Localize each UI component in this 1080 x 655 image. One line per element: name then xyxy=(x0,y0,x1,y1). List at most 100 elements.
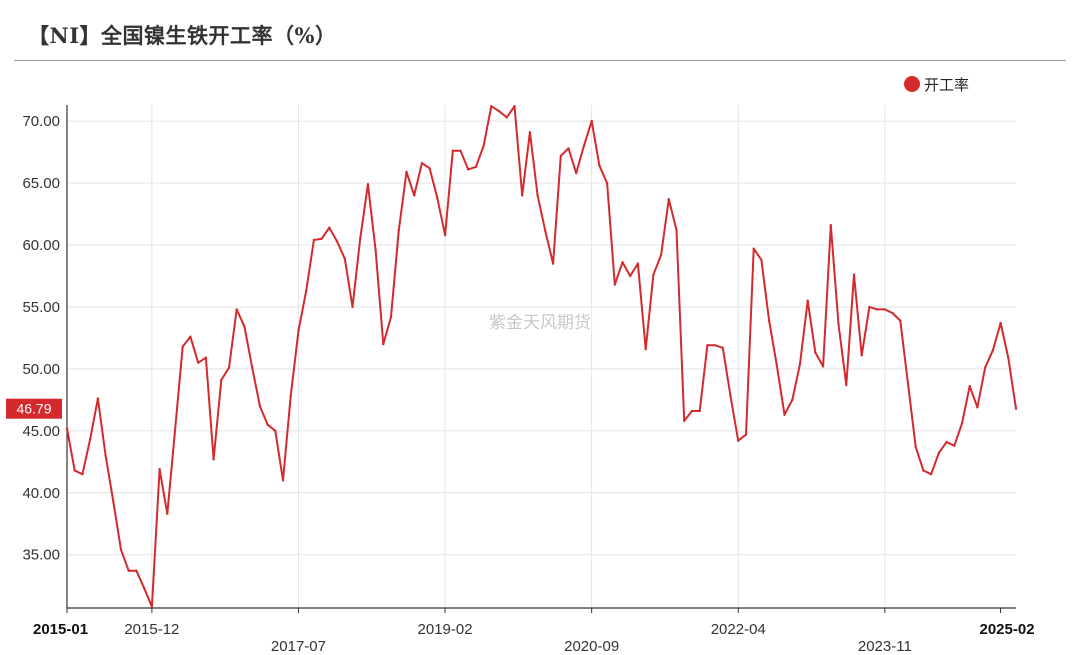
watermark: 紫金天风期货 xyxy=(489,313,591,333)
data-point xyxy=(953,444,956,447)
data-point xyxy=(490,105,493,108)
data-point xyxy=(737,439,740,442)
x-tick-label: 2020-09 xyxy=(564,638,619,655)
series-line-kaigonglv xyxy=(66,105,1017,608)
data-point xyxy=(976,406,979,409)
data-point xyxy=(706,344,709,347)
title-divider xyxy=(14,60,1066,61)
data-point xyxy=(999,321,1002,325)
series-layer xyxy=(65,105,1018,608)
data-point xyxy=(359,237,362,240)
data-point xyxy=(73,469,76,472)
data-point xyxy=(181,345,184,348)
data-point xyxy=(821,365,825,368)
data-point xyxy=(266,423,269,426)
data-point xyxy=(312,238,316,242)
y-tick-label: 55.00 xyxy=(22,299,60,316)
last-value-badge-bg xyxy=(6,398,62,419)
data-point xyxy=(513,105,516,108)
data-point xyxy=(968,385,971,388)
data-point xyxy=(497,110,501,113)
data-point xyxy=(683,419,686,423)
data-point xyxy=(551,262,555,265)
data-point xyxy=(837,323,840,326)
data-point xyxy=(791,398,794,402)
data-point xyxy=(88,438,92,441)
data-point xyxy=(119,548,123,551)
data-point xyxy=(389,315,393,319)
data-point xyxy=(251,366,254,369)
data-point xyxy=(443,233,447,237)
data-point xyxy=(899,319,902,322)
legend[interactable]: 开工率 xyxy=(904,76,969,94)
x-tick-label: 2022-04 xyxy=(711,621,766,638)
data-point xyxy=(143,587,146,590)
data-point xyxy=(204,356,208,359)
data-point xyxy=(112,500,115,503)
data-point xyxy=(127,569,130,572)
x-tick-label: 2015-01 xyxy=(33,621,88,638)
axes xyxy=(66,105,1016,609)
data-point xyxy=(582,144,586,148)
data-point xyxy=(65,427,69,430)
y-tick-label: 50.00 xyxy=(22,361,60,378)
data-point xyxy=(1014,407,1018,410)
data-point xyxy=(945,440,948,444)
data-point xyxy=(883,308,886,311)
data-point xyxy=(690,409,694,413)
data-point xyxy=(536,194,539,197)
x-axis-ticks: 2015-01 2015-12 2017-07 2019-02 2020-09 2022-… xyxy=(33,608,1035,655)
data-point xyxy=(760,258,763,262)
data-point xyxy=(937,451,940,455)
data-point xyxy=(474,165,478,169)
data-point xyxy=(297,329,300,332)
data-point xyxy=(713,344,717,347)
data-point xyxy=(868,305,871,309)
data-point xyxy=(189,335,192,338)
data-point xyxy=(482,144,485,148)
data-point xyxy=(397,228,400,232)
data-point xyxy=(775,364,778,367)
y-tick-label: 65.00 xyxy=(22,175,60,192)
data-point xyxy=(852,273,856,276)
last-value-badge: 46.79 xyxy=(6,398,62,419)
data-point xyxy=(459,149,462,152)
grid-lines xyxy=(67,105,1016,608)
data-point xyxy=(860,354,863,357)
data-point xyxy=(351,305,354,309)
y-tick-label: 40.00 xyxy=(22,485,60,502)
data-point xyxy=(721,346,724,349)
data-point xyxy=(744,433,748,436)
data-point xyxy=(798,362,802,366)
y-tick-label: 60.00 xyxy=(22,237,60,254)
data-point xyxy=(875,308,879,311)
legend-label: 开工率 xyxy=(924,76,969,94)
data-point xyxy=(621,261,624,264)
data-point xyxy=(197,361,200,364)
data-point xyxy=(158,468,161,471)
data-point xyxy=(675,228,678,232)
data-point xyxy=(575,171,578,175)
x-tick-label: 2017-07 xyxy=(271,638,326,655)
data-point xyxy=(366,183,370,186)
data-point xyxy=(629,274,632,278)
data-point xyxy=(467,168,470,171)
data-point xyxy=(305,289,308,292)
legend-marker xyxy=(904,76,920,92)
y-tick-label: 35.00 xyxy=(22,547,60,564)
x-tick-label: 2023-11 xyxy=(858,638,912,655)
data-point xyxy=(991,349,995,352)
data-point xyxy=(173,429,177,432)
data-point xyxy=(605,181,609,185)
data-point xyxy=(929,473,933,476)
data-point xyxy=(374,248,377,252)
data-point xyxy=(960,422,964,425)
data-point xyxy=(783,413,786,416)
data-point xyxy=(667,198,670,201)
x-tick-label: 2019-02 xyxy=(418,621,473,638)
data-point xyxy=(652,273,655,276)
data-point xyxy=(405,170,408,174)
last-value-label: 46.79 xyxy=(16,401,51,417)
data-point xyxy=(922,469,925,472)
